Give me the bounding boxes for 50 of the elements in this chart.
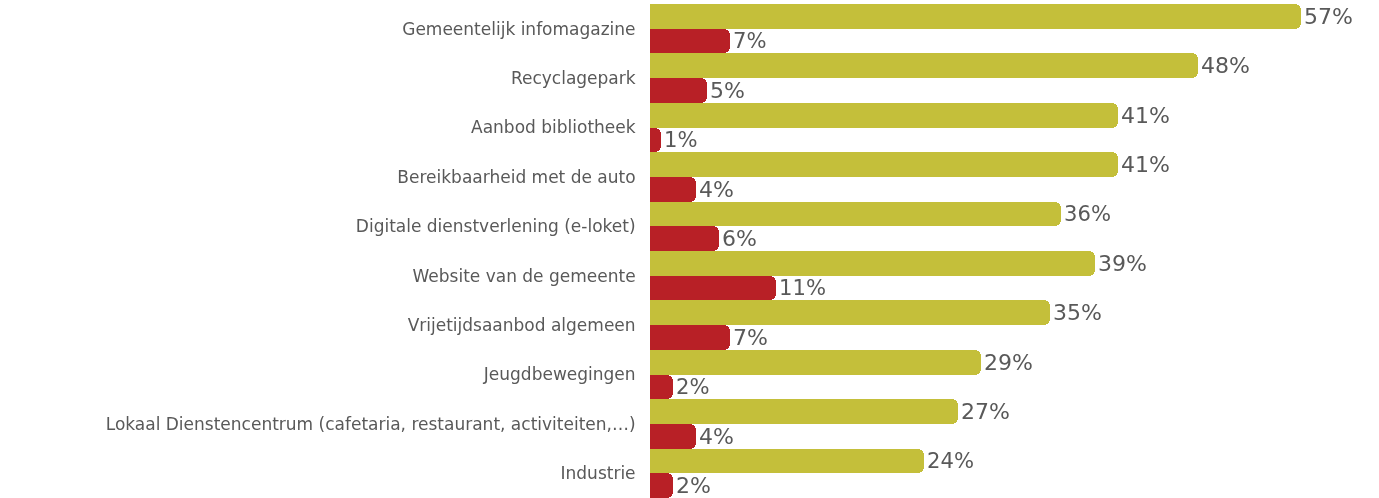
data-label: 2%	[676, 374, 710, 400]
bar	[650, 276, 776, 300]
bar	[650, 449, 924, 473]
bar	[650, 78, 707, 103]
data-label: 36%	[1064, 201, 1111, 227]
bar	[650, 375, 673, 399]
data-label: 5%	[710, 78, 745, 103]
y-tick-label: Lokaal Dienstencentrum (cafetaria, restaurant, activiteiten,…)	[105, 413, 636, 434]
bar	[650, 29, 730, 53]
bar	[650, 226, 719, 251]
bar	[650, 251, 1095, 276]
data-label: 2%	[676, 473, 711, 498]
bar	[650, 473, 673, 498]
data-label: 6%	[722, 226, 757, 251]
y-tick-label: Vrijetijdsaanbod algemeen	[407, 315, 636, 336]
y-tick-label: Bereikbaarheid met de auto	[397, 166, 636, 187]
y-tick-label: Gemeentelijk infomagazine	[402, 18, 636, 39]
y-tick-label: Website van de gemeente	[412, 265, 636, 286]
y-tick-label: Industrie	[560, 463, 636, 484]
bar	[650, 4, 1301, 29]
data-label: 7%	[733, 28, 767, 54]
bar	[650, 350, 981, 375]
bar	[650, 300, 1050, 325]
data-label: 4%	[699, 424, 734, 449]
y-tick-label: Digitale dienstverlening (e-loket)	[355, 216, 636, 237]
data-label: 29%	[984, 350, 1033, 375]
bar	[650, 399, 958, 424]
data-label: 41%	[1121, 103, 1170, 128]
data-label: 48%	[1201, 53, 1250, 78]
bar	[650, 202, 1061, 226]
data-label: 41%	[1121, 152, 1170, 177]
bar	[650, 53, 1198, 78]
data-label: 24%	[927, 448, 974, 474]
data-label: 11%	[779, 275, 826, 301]
bar	[650, 103, 1118, 128]
bar	[650, 424, 696, 449]
data-label: 7%	[733, 325, 768, 350]
data-label: 4%	[699, 177, 734, 202]
bar	[650, 325, 730, 350]
y-tick-label: Recyclagepark	[510, 68, 636, 89]
bar	[650, 152, 1118, 177]
data-label: 57%	[1304, 4, 1353, 29]
data-label: 35%	[1053, 300, 1102, 325]
bar	[650, 128, 661, 152]
data-label: 39%	[1098, 251, 1147, 276]
data-label: 1%	[664, 127, 698, 153]
bar	[650, 177, 696, 202]
y-tick-label: Jeugdbewegingen	[482, 364, 636, 385]
y-tick-label: Aanbod bibliotheek	[471, 117, 636, 138]
data-label: 27%	[961, 399, 1010, 424]
